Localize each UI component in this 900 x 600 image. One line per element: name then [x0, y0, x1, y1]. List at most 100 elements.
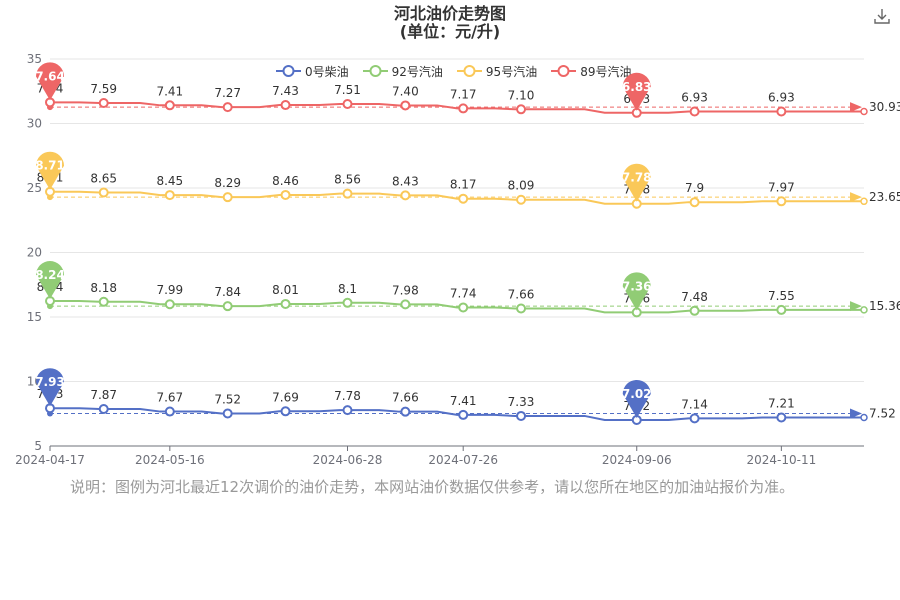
data-label: 7.33 — [508, 395, 535, 409]
legend-item[interactable]: 95号汽油 — [456, 63, 538, 79]
data-label: 7.74 — [450, 286, 477, 300]
max-pin-label: 7.93 — [35, 375, 65, 389]
x-tick-label: 2024-04-17 — [15, 453, 85, 467]
data-label: 6.93 — [768, 91, 795, 105]
data-point — [98, 187, 109, 198]
data-point — [280, 100, 291, 111]
data-point — [689, 106, 700, 117]
min-pin-label: 7.36 — [622, 279, 652, 293]
y-tick-label: 25 — [27, 181, 42, 195]
data-label: 7.84 — [214, 285, 241, 299]
data-point — [98, 97, 109, 108]
data-point — [776, 106, 787, 117]
min-pin-label: 7.78 — [622, 171, 652, 185]
data-label: 7.66 — [508, 287, 535, 301]
data-label: 7.40 — [392, 84, 419, 98]
max-pin — [36, 261, 64, 300]
min-pin — [622, 272, 651, 311]
x-tick-label: 2024-10-11 — [746, 453, 816, 467]
average-label: 30.93 — [869, 100, 900, 114]
series-end-point — [860, 107, 868, 116]
average-line-arrow — [850, 102, 862, 113]
min-pin — [622, 163, 651, 202]
data-label: 7.27 — [214, 86, 241, 100]
data-label: 7.66 — [392, 391, 419, 405]
data-label: 8.45 — [156, 174, 183, 188]
max-pin-label: 8.24 — [35, 268, 65, 282]
min-pin — [622, 379, 651, 418]
series-end-point — [860, 413, 868, 422]
y-tick-label: 20 — [27, 246, 42, 260]
data-label: 7.98 — [392, 283, 419, 297]
data-point — [516, 303, 527, 314]
download-icon[interactable] — [872, 6, 892, 26]
series-end-point — [860, 306, 868, 314]
data-point — [222, 192, 233, 203]
data-point — [164, 190, 175, 201]
y-tick-label: 30 — [27, 117, 42, 131]
legend-label: 0号柴油 — [305, 64, 349, 79]
legend-marker-icon — [362, 65, 388, 77]
data-point — [516, 410, 527, 421]
data-point — [280, 189, 291, 200]
max-pin-label: 7.64 — [35, 69, 65, 83]
data-label: 7.55 — [768, 289, 795, 303]
average-line-arrow — [850, 408, 862, 419]
data-label: 8.29 — [214, 176, 241, 190]
data-label: 8.09 — [508, 179, 535, 193]
data-label: 8.56 — [334, 173, 361, 187]
data-point — [689, 413, 700, 424]
data-point — [98, 296, 109, 307]
data-point — [342, 188, 353, 199]
data-point — [164, 406, 175, 417]
data-point — [458, 193, 469, 204]
y-tick-label: 35 — [27, 52, 42, 66]
data-label: 7.43 — [272, 84, 299, 98]
legend-label: 95号汽油 — [485, 64, 538, 79]
chart-legend: 0号柴油 92号汽油 95号汽油 89号汽油 — [276, 63, 631, 79]
data-label: 8.46 — [272, 174, 299, 188]
data-label: 7.51 — [334, 83, 361, 97]
x-tick-label: 2024-05-16 — [135, 453, 205, 467]
data-label: 7.41 — [450, 394, 477, 408]
legend-marker-icon — [276, 65, 301, 77]
data-point — [342, 297, 353, 308]
min-pin — [622, 72, 651, 111]
data-label: 8.1 — [338, 282, 357, 296]
legend-label: 92号汽油 — [391, 64, 443, 79]
legend-item[interactable]: 89号汽油 — [551, 63, 631, 79]
average-label: 23.65 — [869, 190, 900, 204]
data-point — [164, 299, 175, 310]
data-label: 8.01 — [272, 283, 299, 297]
download-icon-graphic — [874, 9, 890, 24]
data-label: 6.93 — [681, 91, 708, 105]
data-point — [689, 305, 700, 316]
data-point — [400, 190, 411, 201]
chart-note: 说明：图例为河北最近12次调价的油价走势，本网站油价数据仅供参考，请以您所在地区… — [70, 478, 795, 496]
data-point — [98, 403, 109, 414]
data-point — [516, 194, 527, 205]
data-point — [400, 299, 411, 310]
chart-title: 河北油价走势图 — [393, 4, 506, 23]
legend-item[interactable]: 92号汽油 — [362, 63, 443, 79]
data-label: 7.10 — [508, 88, 535, 102]
data-point — [458, 103, 469, 114]
data-point — [164, 100, 175, 111]
data-point — [776, 412, 787, 423]
data-label: 8.65 — [90, 172, 117, 186]
data-point — [222, 408, 233, 419]
average-label: 15.36 — [869, 299, 900, 313]
data-label: 7.9 — [685, 181, 704, 195]
max-pin-label: 8.71 — [35, 159, 65, 173]
legend-label: 89号汽油 — [580, 64, 632, 79]
data-point — [776, 304, 787, 315]
average-line-arrow — [850, 192, 862, 203]
average-line-arrow — [850, 301, 862, 312]
legend-item[interactable]: 0号柴油 — [276, 63, 349, 79]
data-point — [280, 406, 291, 417]
min-pin-label: 6.83 — [622, 80, 652, 94]
data-point — [222, 102, 233, 113]
data-label: 7.87 — [90, 388, 117, 402]
data-label: 7.69 — [272, 390, 299, 404]
x-tick-label: 2024-07-26 — [428, 453, 498, 467]
